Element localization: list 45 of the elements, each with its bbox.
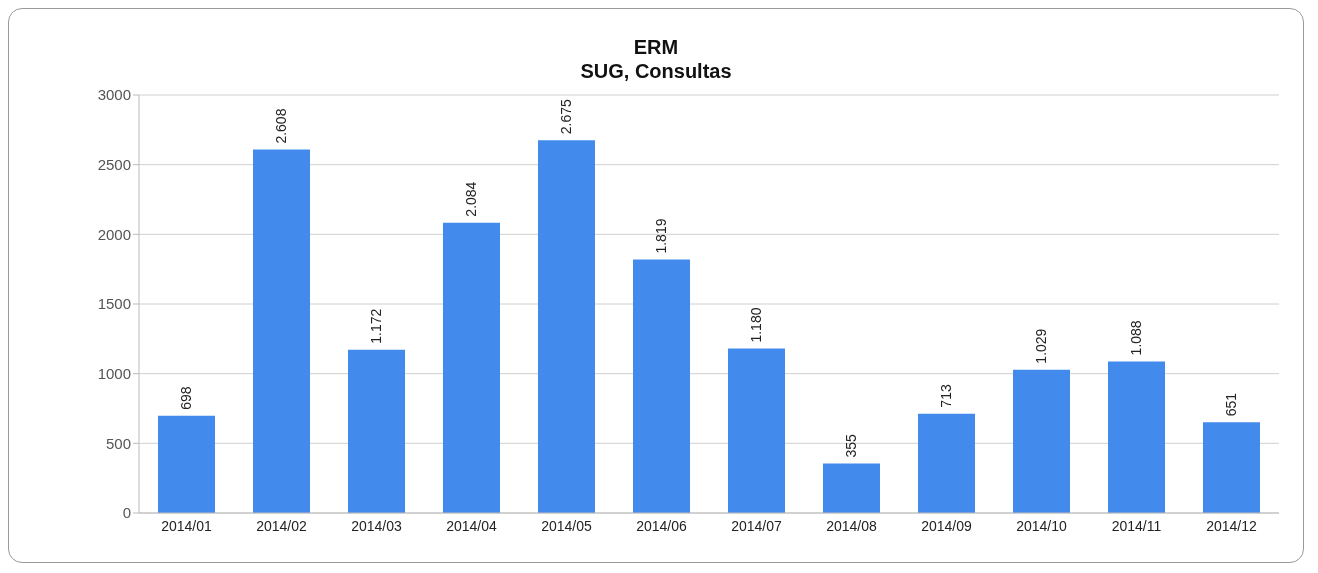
bar	[918, 413, 975, 513]
x-tick-label: 2014/07	[731, 517, 783, 534]
bar	[253, 149, 310, 513]
y-tick-label: 3000	[97, 86, 131, 104]
bar	[348, 349, 405, 513]
x-tick-label: 2014/10	[1016, 517, 1068, 534]
y-tick-label: 1500	[97, 295, 131, 313]
data-label: 2.608	[273, 108, 290, 144]
y-tick-label: 0	[122, 504, 131, 522]
x-tick-label: 2014/06	[636, 517, 688, 534]
bar	[443, 222, 500, 513]
y-tick-label: 2000	[97, 225, 131, 243]
data-label: 698	[178, 386, 195, 410]
bar	[633, 259, 690, 513]
bar	[538, 140, 595, 513]
x-tick-label: 2014/03	[351, 517, 403, 534]
x-tick-label: 2014/04	[446, 517, 498, 534]
x-tick-label: 2014/11	[1111, 517, 1162, 534]
data-label: 1.172	[368, 308, 385, 344]
data-label: 651	[1223, 392, 1240, 417]
data-label: 1.088	[1128, 320, 1145, 356]
data-label: 355	[843, 433, 860, 458]
y-tick-label: 500	[105, 434, 131, 452]
x-tick-label: 2014/02	[256, 517, 308, 534]
x-tick-label: 2014/09	[921, 517, 973, 534]
data-label: 1.819	[653, 218, 670, 254]
y-tick-label: 2500	[97, 155, 131, 173]
bar	[1203, 422, 1260, 513]
x-tick-label: 2014/05	[541, 517, 593, 534]
bar	[823, 463, 880, 513]
chart-subtitle: SUG, Consultas	[579, 59, 733, 83]
data-label: 1.029	[1033, 328, 1050, 364]
y-tick-label: 1000	[97, 364, 131, 382]
x-tick-label: 2014/12	[1206, 517, 1258, 534]
x-tick-label: 2014/01	[161, 517, 213, 534]
data-label: 1.180	[748, 307, 765, 343]
data-label: 2.675	[558, 99, 575, 135]
data-label: 713	[938, 384, 955, 408]
bar	[728, 348, 785, 513]
chart-title: ERM	[632, 35, 680, 59]
bar	[158, 415, 215, 513]
bar	[1013, 369, 1070, 513]
bar	[1108, 361, 1165, 513]
data-label: 2.084	[463, 181, 480, 217]
x-tick-label: 2014/08	[826, 517, 878, 534]
